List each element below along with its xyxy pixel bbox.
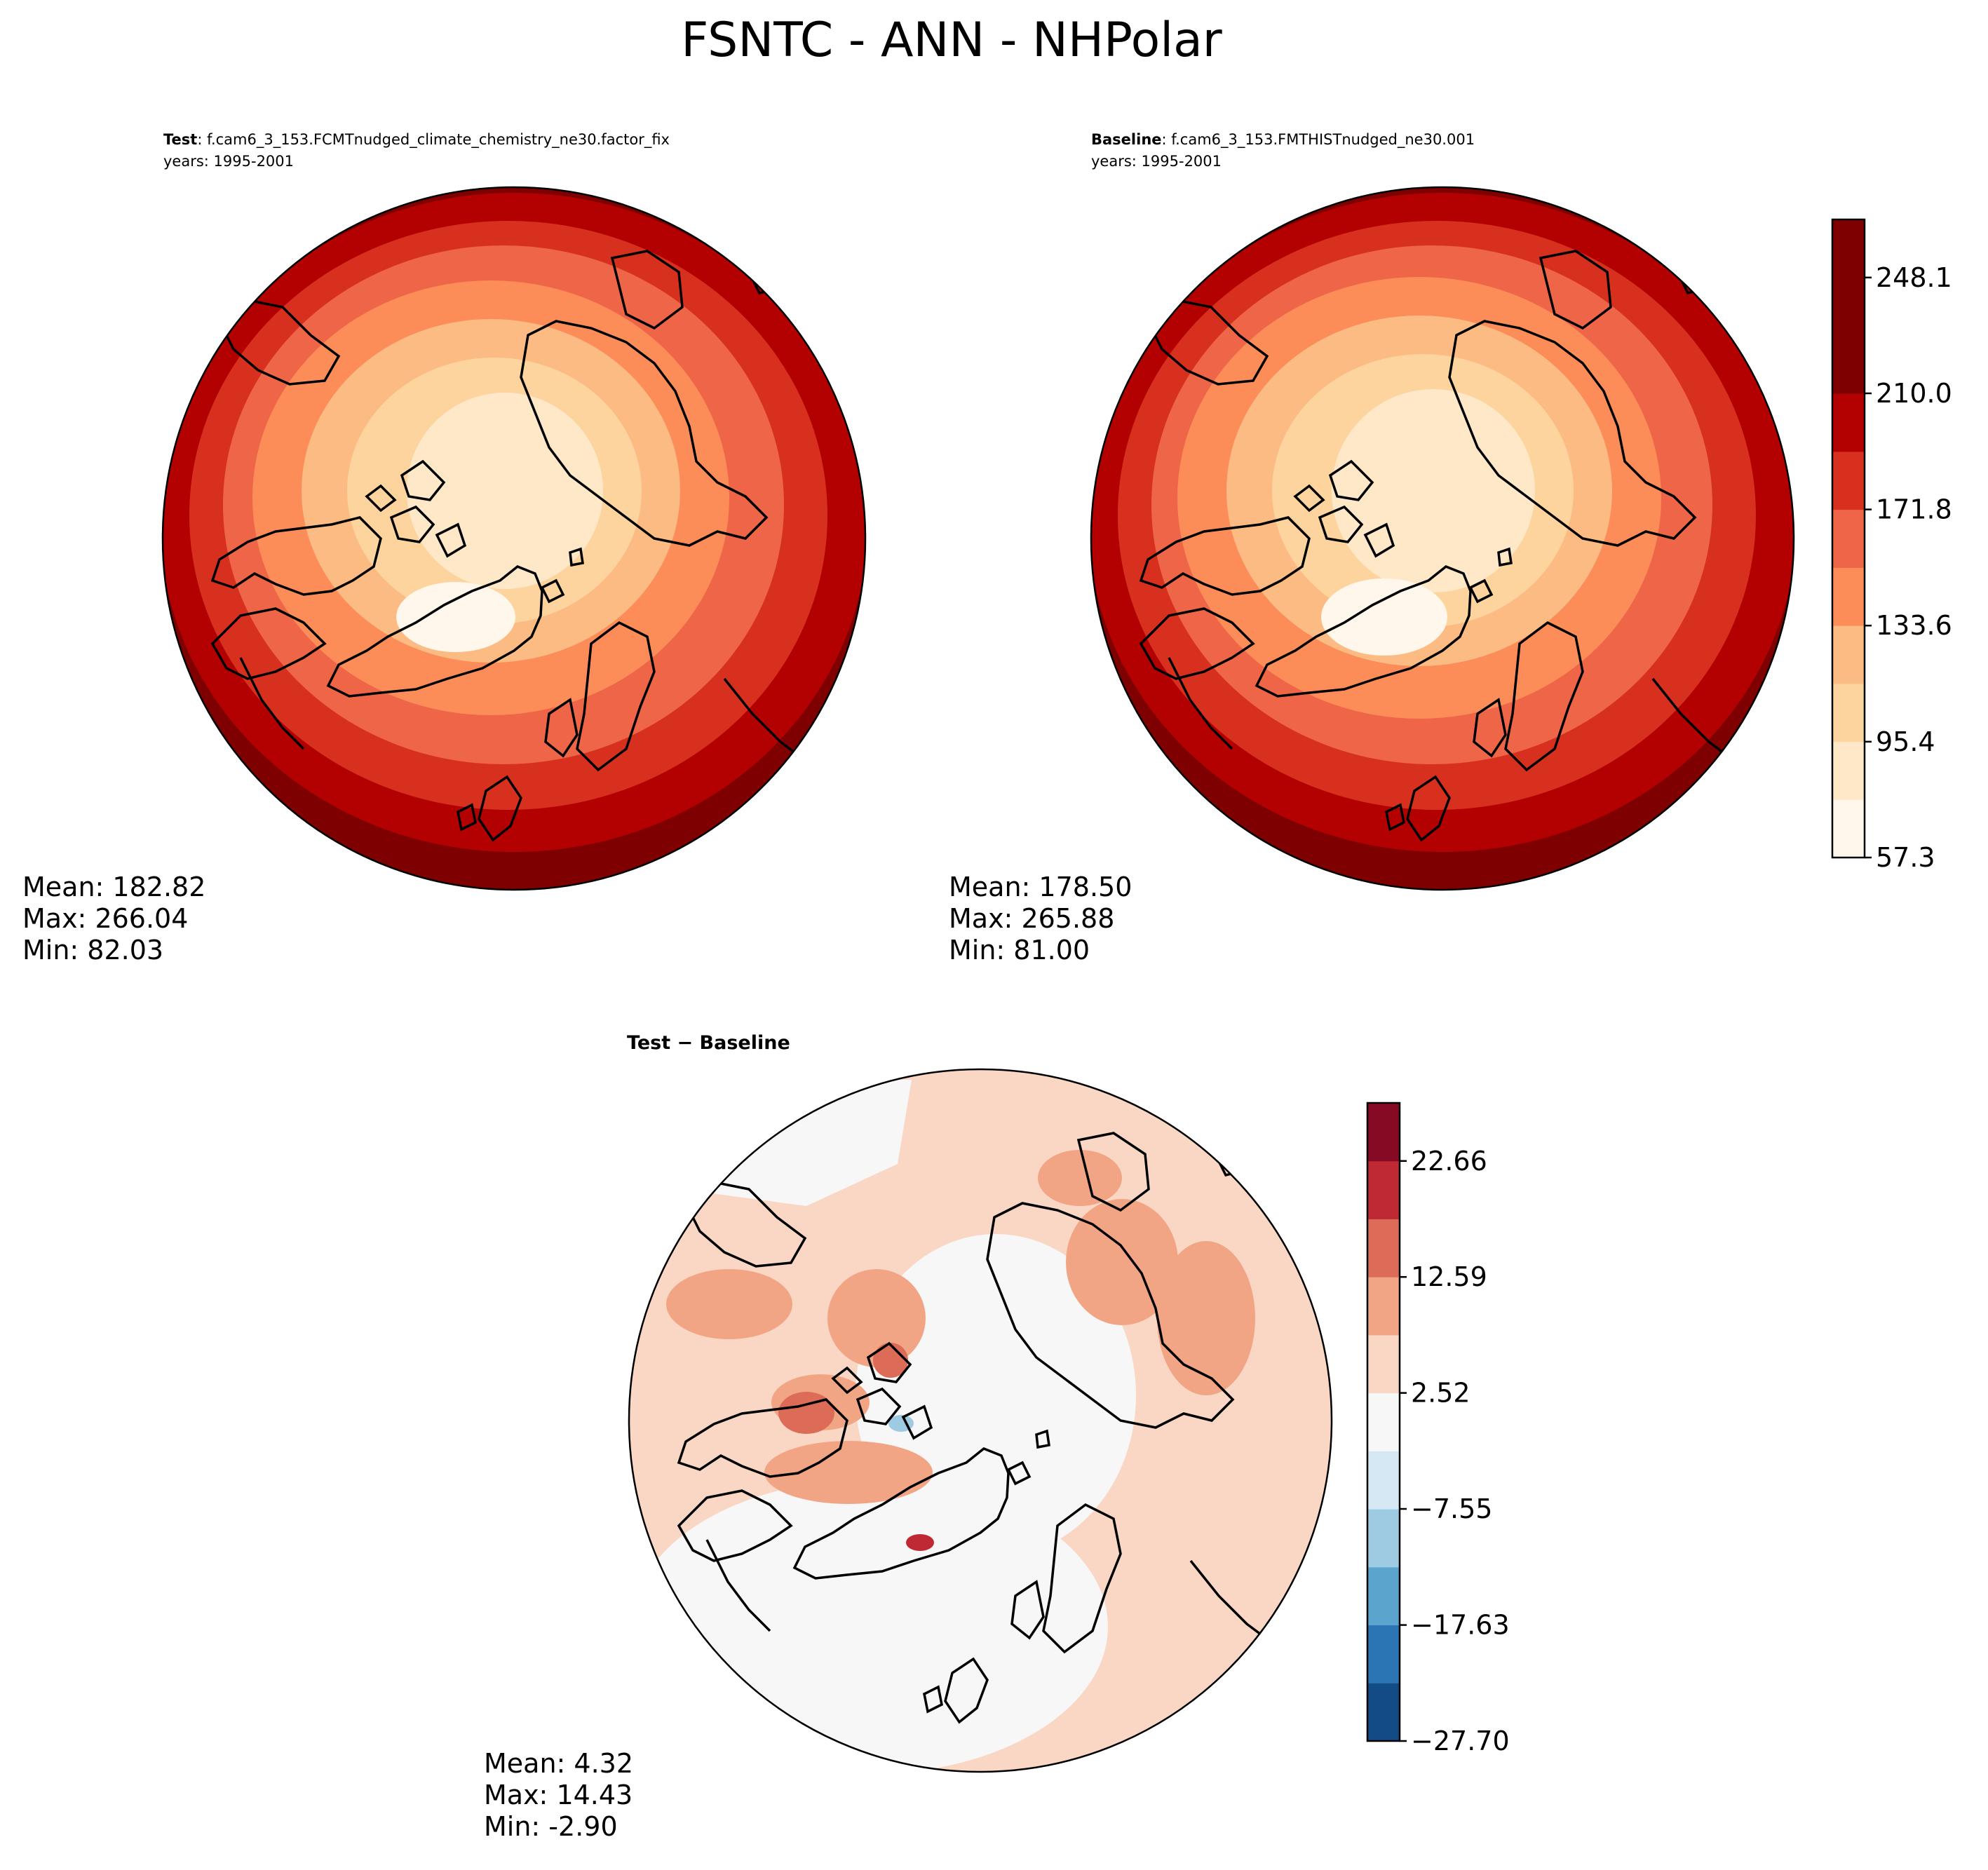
- svg-text:Baseline: f.cam6_3_153.FMTHIST: Baseline: f.cam6_3_153.FMTHISTnudged_ne3…: [1091, 131, 1475, 149]
- colorbar-tick-label: −7.55: [1411, 1493, 1492, 1524]
- colorbar-tick-label: 95.4: [1876, 726, 1935, 757]
- colorbar-segment: [1832, 741, 1865, 800]
- colorbar-tick-label: 22.66: [1411, 1146, 1487, 1177]
- colorbar-segment: [1367, 1219, 1400, 1278]
- map-test: [161, 186, 867, 891]
- colorbar-segment: [1367, 1277, 1400, 1336]
- svg-text:Test: f.cam6_3_153.FCMTnudged_: Test: f.cam6_3_153.FCMTnudged_climate_ch…: [163, 131, 670, 149]
- colorbar-tick-label: −27.70: [1411, 1726, 1510, 1756]
- colorbar-frame: [1366, 1102, 1401, 1742]
- colorbar-segment: [1367, 1566, 1400, 1626]
- svg-text:years: 1995-2001: years: 1995-2001: [163, 153, 294, 170]
- figure-title: FSNTC - ANN - NHPolar: [681, 13, 1222, 68]
- colorbar-tick-label: 171.8: [1876, 494, 1952, 525]
- colorbar-tick-label: 2.52: [1411, 1378, 1470, 1409]
- svg-text:years: 1995-2001: years: 1995-2001: [1091, 153, 1222, 170]
- map-difference: [628, 1068, 1333, 1773]
- svg-text:Mean: 178.50: Mean: 178.50: [949, 872, 1132, 902]
- svg-text:Mean: 4.32: Mean: 4.32: [484, 1748, 633, 1779]
- svg-text:Min: -2.90: Min: -2.90: [484, 1811, 618, 1842]
- colorbar-tick-label: 57.3: [1876, 842, 1935, 873]
- colorbar-segment: [1832, 219, 1865, 278]
- colorbar-tick-label: 12.59: [1411, 1261, 1487, 1292]
- colorbar-segment: [1832, 277, 1865, 336]
- svg-text:Mean: 182.82: Mean: 182.82: [22, 872, 205, 902]
- colorbar-segment: [1832, 567, 1865, 626]
- colorbar-tick-label: 133.6: [1876, 610, 1952, 641]
- colorbar-segment: [1367, 1451, 1400, 1510]
- colorbar-segment: [1367, 1160, 1400, 1219]
- colorbar-tick-label: −17.63: [1411, 1610, 1510, 1641]
- colorbar-frame: [1831, 218, 1866, 859]
- svg-text:Max: 265.88: Max: 265.88: [949, 903, 1114, 934]
- colorbar-segment: [1367, 1625, 1400, 1683]
- colorbar-segment: [1832, 799, 1865, 858]
- colorbar-segment: [1832, 509, 1865, 568]
- colorbar-tick-label: 248.1: [1876, 262, 1952, 293]
- colorbar-segment: [1367, 1334, 1400, 1394]
- colorbar-segment: [1832, 683, 1865, 743]
- colorbar-segment: [1367, 1103, 1400, 1162]
- stats-test: Mean: 182.82 Max: 266.04 Min: 82.03: [22, 872, 205, 966]
- colorbar-segment: [1367, 1393, 1400, 1451]
- svg-text:Min: 81.00: Min: 81.00: [949, 935, 1090, 966]
- colorbar-fsntc: 57.3 95.4 133.6 171.8 210.0 248.1: [1831, 218, 1952, 873]
- colorbar-segment: [1832, 335, 1865, 394]
- title-baseline: Baseline: f.cam6_3_153.FMTHISTnudged_ne3…: [1091, 131, 1475, 170]
- colorbar-segment: [1367, 1683, 1400, 1742]
- stats-baseline: Mean: 178.50 Max: 265.88 Min: 81.00: [949, 872, 1132, 966]
- colorbar-tick-label: 210.0: [1876, 378, 1952, 409]
- colorbar-segment: [1367, 1509, 1400, 1568]
- title-test: Test: f.cam6_3_153.FCMTnudged_climate_ch…: [163, 131, 670, 170]
- colorbar-difference: −27.70 −17.63 −7.55 2.52 12.59 22.66: [1366, 1102, 1510, 1756]
- svg-text:Min: 82.03: Min: 82.03: [22, 935, 163, 966]
- colorbar-segment: [1832, 625, 1865, 684]
- svg-text:Max: 14.43: Max: 14.43: [484, 1780, 633, 1810]
- title-difference: Test − Baseline: [627, 1032, 790, 1054]
- colorbar-segment: [1832, 393, 1865, 452]
- map-baseline: [1090, 186, 1795, 891]
- svg-text:Max: 266.04: Max: 266.04: [22, 903, 188, 934]
- stats-difference: Mean: 4.32 Max: 14.43 Min: -2.90: [484, 1748, 633, 1842]
- colorbar-segment: [1832, 451, 1865, 510]
